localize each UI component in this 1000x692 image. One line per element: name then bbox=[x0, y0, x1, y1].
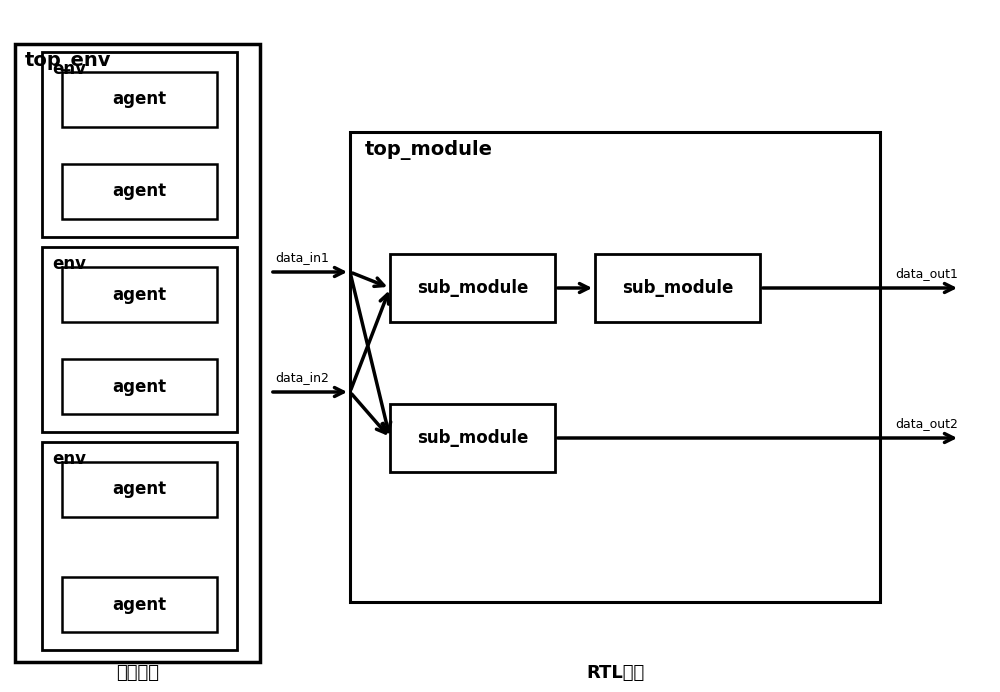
Bar bbox=[390, 254, 555, 322]
Text: sub_module: sub_module bbox=[417, 429, 528, 447]
Bar bbox=[42, 52, 237, 237]
Text: top_env: top_env bbox=[25, 52, 112, 71]
Bar bbox=[42, 247, 237, 432]
Bar bbox=[62, 462, 217, 517]
Bar bbox=[62, 359, 217, 414]
Text: data_out2: data_out2 bbox=[895, 417, 958, 430]
Bar bbox=[62, 267, 217, 322]
Text: sub_module: sub_module bbox=[417, 279, 528, 297]
Text: data_in2: data_in2 bbox=[275, 371, 329, 384]
Text: agent: agent bbox=[112, 286, 167, 304]
Text: env: env bbox=[52, 450, 86, 468]
Text: RTL设计: RTL设计 bbox=[586, 664, 644, 682]
Bar bbox=[42, 442, 237, 650]
Text: 验证环境: 验证环境 bbox=[116, 664, 159, 682]
Text: top_module: top_module bbox=[365, 140, 493, 160]
Text: agent: agent bbox=[112, 183, 167, 201]
Bar bbox=[62, 164, 217, 219]
Bar bbox=[390, 404, 555, 472]
Text: sub_module: sub_module bbox=[622, 279, 733, 297]
Text: agent: agent bbox=[112, 378, 167, 396]
Bar bbox=[62, 577, 217, 632]
Text: env: env bbox=[52, 60, 86, 78]
Bar bbox=[15, 44, 260, 662]
Bar bbox=[595, 254, 760, 322]
Text: agent: agent bbox=[112, 91, 167, 109]
Text: env: env bbox=[52, 255, 86, 273]
Text: data_out1: data_out1 bbox=[895, 267, 958, 280]
Bar bbox=[350, 132, 880, 602]
Text: agent: agent bbox=[112, 480, 167, 498]
Bar bbox=[62, 72, 217, 127]
Text: data_in1: data_in1 bbox=[275, 251, 329, 264]
Text: agent: agent bbox=[112, 596, 167, 614]
